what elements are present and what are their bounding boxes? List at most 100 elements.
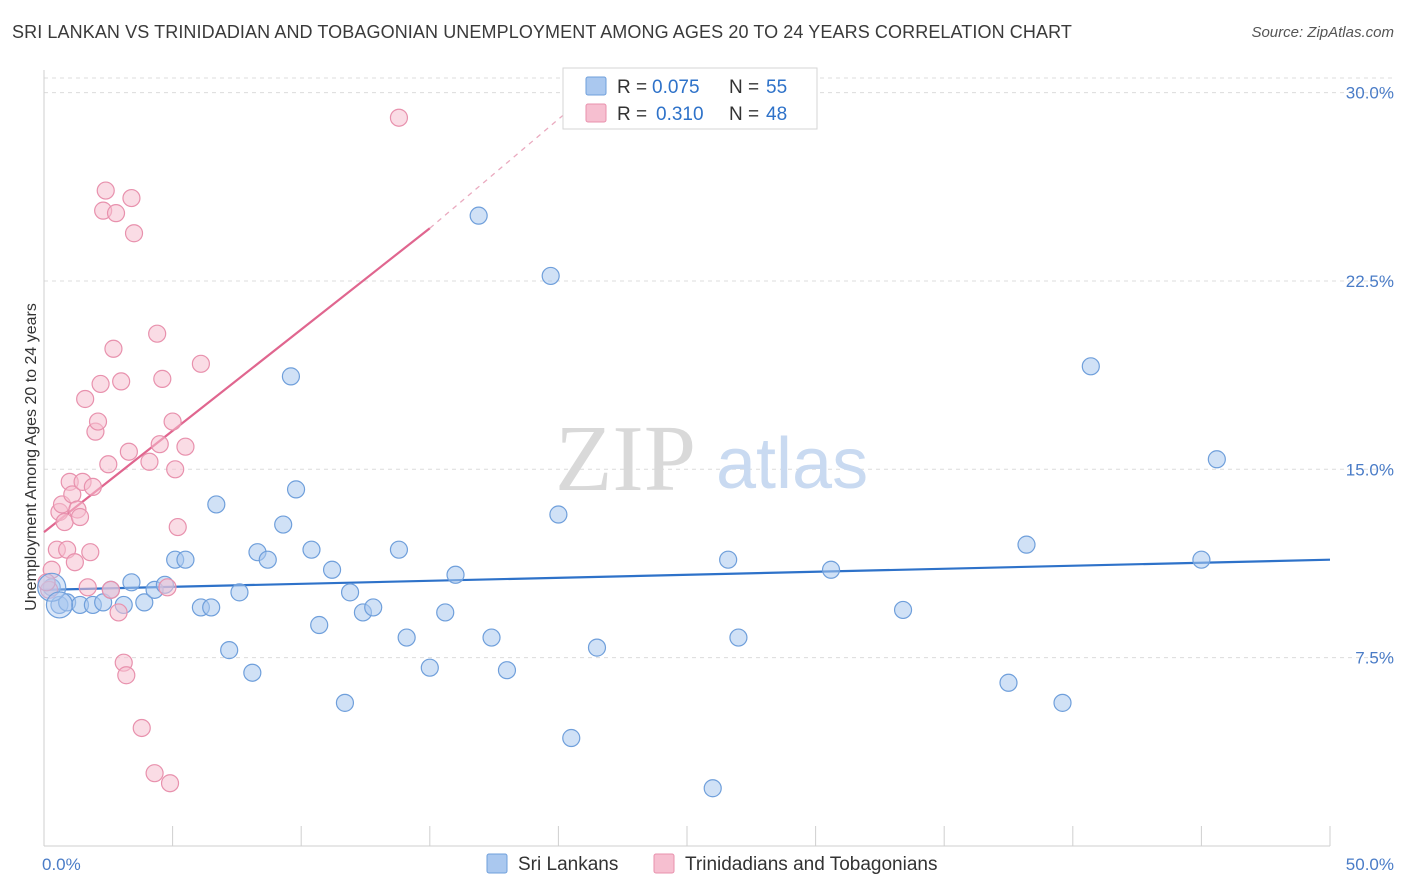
legend-n-label-1: N = [729,77,759,98]
point-sri-lankans-53 [1192,550,1211,569]
point-sri-lankans-35 [436,603,455,622]
point-sri-lankans-54 [1207,450,1226,469]
point-sri-lankans-47 [821,560,841,579]
point-cluster-sri-lankans-2 [45,591,74,619]
point-sri-lankans-34 [420,658,439,677]
legend-n-label-2: N = [729,104,759,125]
point-trinidadians-24 [104,339,123,358]
trend-line-extension-1 [429,112,567,229]
point-sri-lankans-15 [202,598,221,617]
point-trinidadians-46 [389,108,409,127]
point-trinidadians-38 [153,369,172,388]
point-sri-lankans-24 [286,480,306,499]
legend-r-label-1: R = [617,77,647,98]
point-trinidadians-9 [65,553,84,572]
point-sri-lankans-28 [335,693,355,712]
point-sri-lankans-44 [703,779,722,798]
point-trinidadians-16 [83,477,102,496]
point-sri-lankans-18 [230,583,249,602]
point-trinidadians-21 [96,181,115,200]
point-sri-lankans-27 [322,560,342,579]
source-label: Source: ZipAtlas.com [1251,24,1394,41]
point-sri-lankans-46 [729,628,748,647]
x-tick-label-0: 0.0% [42,855,81,874]
watermark-zip: ZIP [555,407,696,511]
bottom-legend-swatch-pink [653,853,675,874]
legend-r-value-1: 0.075 [652,77,700,98]
legend-n-value-1: 55 [766,77,787,98]
axes [43,70,1331,847]
point-trinidadians-33 [132,718,151,738]
x-tick-label-1: 50.0% [1346,855,1394,874]
legend-swatch-pink [585,103,607,123]
point-trinidadians-14 [78,578,97,597]
point-sri-lankans-33 [397,628,416,647]
series-legend: Sri Lankans Trinidadians and Tobagonians [486,853,937,875]
point-trinidadians-40 [160,774,180,793]
legend-r-value-2: 0.310 [656,104,704,125]
point-sri-lankans-8 [122,573,141,592]
point-trinidadians-29 [117,666,136,685]
legend-swatch-blue [585,76,607,96]
point-sri-lankans-9 [135,593,154,612]
point-trinidadians-35 [145,764,164,783]
point-sri-lankans-42 [562,728,581,748]
point-sri-lankans-43 [587,638,607,657]
point-sri-lankans-38 [482,628,501,647]
point-trinidadians-19 [91,374,110,394]
point-sri-lankans-23 [281,367,301,386]
y-axis-title: Unemployment Among Ages 20 to 24 years [23,303,40,611]
point-trinidadians-18 [88,412,108,431]
legend-n-value-2: 48 [766,104,787,125]
y-tick-label-1: 15.0% [1346,460,1394,479]
point-sri-lankans-17 [220,641,239,660]
point-trinidadians-22 [99,455,118,474]
point-trinidadians-41 [163,412,182,431]
point-trinidadians-37 [150,435,169,454]
point-trinidadians-45 [191,354,210,373]
point-trinidadians-44 [176,437,195,456]
point-trinidadians-34 [140,452,159,471]
point-sri-lankans-22 [274,515,293,534]
tick-labels: 7.5% 15.0% 22.5% 30.0% 0.0% 50.0% [42,84,1394,874]
grid-lines [44,77,1394,659]
point-trinidadians-42 [166,460,185,479]
trend-line-0 [43,558,1331,591]
point-sri-lankans-49 [999,673,1018,692]
point-cluster-sri-lankans [37,572,67,602]
point-sri-lankans-29 [340,583,360,602]
point-sri-lankans-50 [1017,535,1036,554]
point-sri-lankans-25 [302,540,321,559]
correlation-legend: R = 0.075 N = 55 R = 0.310 N = 48 [562,67,818,130]
point-trinidadians-13 [76,389,95,409]
point-sri-lankans-19 [243,663,262,682]
point-sri-lankans-45 [719,550,738,569]
y-tick-label-0: 7.5% [1355,649,1394,668]
bottom-legend-trinidadians: Trinidadians and Tobagonians [685,854,937,875]
chart-title: SRI LANKAN VS TRINIDADIAN AND TOBAGONIAN… [12,22,1072,42]
point-sri-lankans-39 [497,661,517,680]
point-trinidadians-11 [70,507,90,527]
y-tick-label-3: 30.0% [1346,84,1394,103]
point-sri-lankans-41 [549,505,568,524]
point-sri-lankans-52 [1081,357,1100,376]
point-trinidadians-32 [124,224,144,243]
point-trinidadians-23 [101,580,120,599]
y-tick-label-2: 22.5% [1346,272,1394,291]
point-sri-lankans-36 [446,565,465,584]
point-trinidadians-30 [119,442,138,461]
point-sri-lankans-37 [469,206,488,225]
point-trinidadians-25 [106,204,126,223]
data-points [37,108,1226,798]
trend-line-1 [43,227,431,533]
legend-r-label-2: R = [617,104,647,125]
point-sri-lankans-40 [541,266,560,286]
point-trinidadians-36 [148,324,167,343]
trend-lines [43,112,1331,591]
point-trinidadians-39 [158,578,177,597]
watermark-atlas: atlas [716,424,868,504]
point-trinidadians-27 [112,372,131,391]
point-sri-lankans-21 [258,550,277,569]
point-sri-lankans-13 [176,550,195,569]
